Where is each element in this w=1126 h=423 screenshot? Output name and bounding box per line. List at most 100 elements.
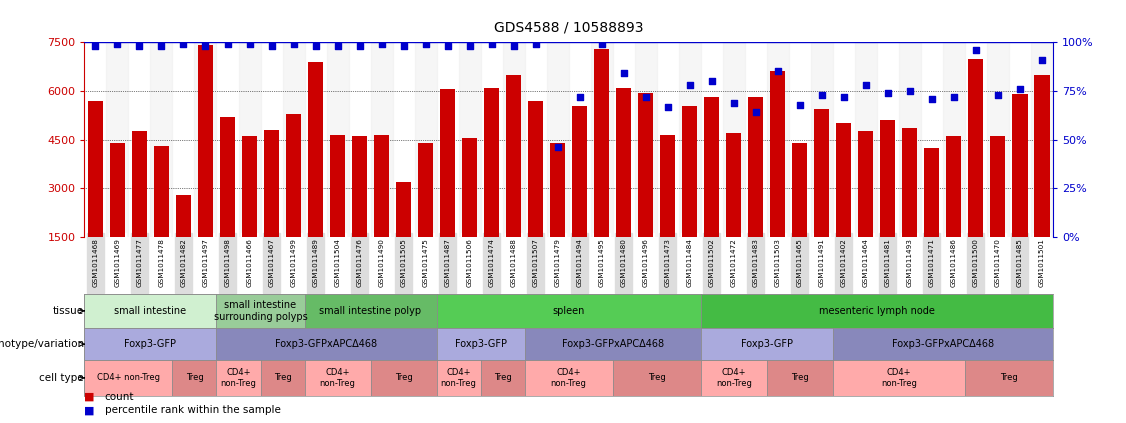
Bar <box>216 294 304 328</box>
Point <box>747 109 765 116</box>
Bar <box>1030 42 1053 237</box>
Text: CD4+
non-Treg: CD4+ non-Treg <box>221 368 257 387</box>
Point <box>417 41 435 48</box>
Text: Foxp3-GFP: Foxp3-GFP <box>125 339 177 349</box>
Bar <box>216 360 260 396</box>
Point <box>967 47 985 53</box>
Point <box>813 91 831 98</box>
Text: Treg: Treg <box>186 374 204 382</box>
Bar <box>946 136 962 237</box>
Text: spleen: spleen <box>553 306 584 316</box>
Bar <box>638 93 653 237</box>
Bar <box>833 328 1053 360</box>
Point <box>285 41 303 48</box>
Text: CD4+
non-Treg: CD4+ non-Treg <box>440 368 476 387</box>
Point <box>218 41 236 48</box>
Bar <box>418 143 434 237</box>
Point <box>571 93 589 100</box>
Bar <box>726 133 741 237</box>
Text: CD4+ non-Treg: CD4+ non-Treg <box>97 374 160 382</box>
Bar <box>792 143 807 237</box>
Bar <box>770 71 786 237</box>
Bar <box>263 130 279 237</box>
Bar <box>151 42 172 237</box>
Bar <box>899 42 921 237</box>
Bar <box>440 89 455 237</box>
Bar <box>572 106 588 237</box>
Point <box>108 41 126 48</box>
Bar <box>591 42 613 237</box>
Point <box>329 43 347 49</box>
Text: Treg: Treg <box>274 374 292 382</box>
Text: ■: ■ <box>84 392 95 402</box>
Bar <box>84 328 216 360</box>
Point <box>725 99 743 106</box>
Bar <box>327 42 349 237</box>
Point <box>197 43 215 49</box>
Bar <box>286 114 302 237</box>
Text: genotype/variation: genotype/variation <box>0 339 84 349</box>
Bar <box>924 148 939 237</box>
Bar <box>833 360 965 396</box>
Text: small intestine
surrounding polyps: small intestine surrounding polyps <box>214 300 307 322</box>
Bar <box>242 136 257 237</box>
Bar <box>176 195 191 237</box>
Text: count: count <box>105 392 134 402</box>
Bar <box>195 42 216 237</box>
Bar <box>525 360 613 396</box>
Point <box>350 43 368 49</box>
Text: CD4+
non-Treg: CD4+ non-Treg <box>320 368 356 387</box>
Text: Foxp3-GFPxAPCΔ468: Foxp3-GFPxAPCΔ468 <box>562 339 663 349</box>
Bar <box>942 42 965 237</box>
Point <box>1011 85 1029 92</box>
Text: Treg: Treg <box>1000 374 1018 382</box>
Point <box>373 41 391 48</box>
Bar <box>437 328 525 360</box>
Text: small intestine polyp: small intestine polyp <box>320 306 421 316</box>
Point <box>636 93 654 100</box>
Bar <box>239 42 260 237</box>
Point <box>504 43 522 49</box>
Point <box>989 91 1007 98</box>
Bar <box>437 294 700 328</box>
Bar <box>307 62 323 237</box>
Point <box>439 43 457 49</box>
Bar <box>458 42 481 237</box>
Bar <box>549 143 565 237</box>
Bar <box>370 42 393 237</box>
Bar <box>172 360 216 396</box>
Text: Treg: Treg <box>790 374 808 382</box>
Text: CD4+
non-Treg: CD4+ non-Treg <box>881 368 917 387</box>
Point <box>175 41 193 48</box>
Bar <box>132 132 148 237</box>
Point <box>1033 56 1051 63</box>
Bar <box>811 42 833 237</box>
Text: mesenteric lymph node: mesenteric lymph node <box>819 306 935 316</box>
Bar <box>965 360 1053 396</box>
Point <box>262 43 280 49</box>
Point <box>152 43 170 49</box>
Text: Foxp3-GFP: Foxp3-GFP <box>455 339 507 349</box>
Bar <box>525 328 700 360</box>
Text: CD4+
non-Treg: CD4+ non-Treg <box>716 368 752 387</box>
Bar <box>635 42 656 237</box>
Bar <box>679 42 700 237</box>
Bar <box>154 146 169 237</box>
Point <box>483 41 501 48</box>
Bar <box>506 75 521 237</box>
Bar <box>502 42 525 237</box>
Bar <box>107 42 128 237</box>
Text: cell type: cell type <box>39 373 84 383</box>
Bar <box>616 88 632 237</box>
Bar <box>660 135 676 237</box>
Bar <box>462 138 477 237</box>
Bar <box>1034 75 1049 237</box>
Text: Foxp3-GFPxAPCΔ468: Foxp3-GFPxAPCΔ468 <box>892 339 994 349</box>
Bar <box>84 294 216 328</box>
Bar <box>198 44 213 237</box>
Point <box>548 144 566 151</box>
Text: Treg: Treg <box>395 374 412 382</box>
Bar <box>88 101 104 237</box>
Bar <box>283 42 304 237</box>
Text: small intestine: small intestine <box>115 306 187 316</box>
